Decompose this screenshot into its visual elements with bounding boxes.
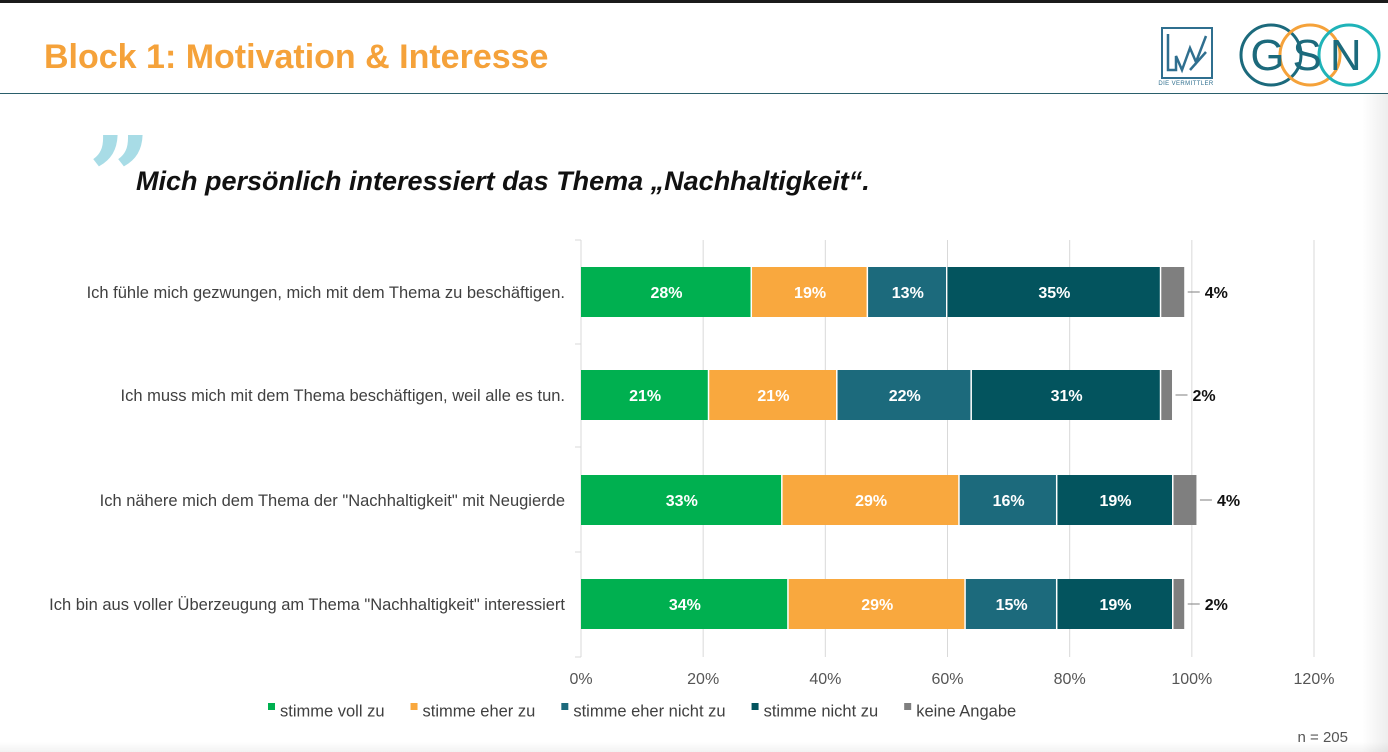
x-tick-label: 100% (1171, 671, 1212, 688)
data-label: 21% (757, 388, 789, 405)
bar-segment (581, 370, 708, 420)
legend-label: keine Angabe (916, 702, 1016, 720)
bar-segment (959, 475, 1056, 525)
data-label: 15% (996, 597, 1028, 614)
x-tick-label: 0% (569, 671, 592, 688)
bar-segment (837, 370, 971, 420)
bar-segment (752, 267, 867, 317)
data-label: 19% (794, 285, 826, 302)
gsn-logo-text: GSN (1250, 31, 1369, 80)
x-tick-label: 40% (809, 671, 841, 688)
previous-slide-icon[interactable] (0, 386, 14, 426)
sample-size-note: n = 205 (1297, 729, 1348, 746)
data-label: 2% (1205, 597, 1228, 614)
right-edge-shadow (1362, 94, 1388, 752)
data-label: 4% (1217, 493, 1240, 510)
data-label: 13% (892, 285, 924, 302)
legend-swatch (751, 703, 759, 710)
category-label: Ich muss mich mit dem Thema beschäftigen… (121, 387, 565, 405)
x-tick-label: 20% (687, 671, 719, 688)
legend-swatch (268, 703, 275, 710)
data-label: 21% (629, 388, 661, 405)
data-label: 2% (1193, 388, 1216, 405)
bar-segment (947, 267, 1160, 317)
category-label: Ich nähere mich dem Thema der "Nachhalti… (100, 492, 565, 510)
data-label: 22% (889, 388, 921, 405)
data-label: 31% (1051, 388, 1083, 405)
legend-label: stimme nicht zu (764, 702, 879, 720)
data-label: 35% (1038, 285, 1070, 302)
legend-swatch (904, 703, 912, 710)
data-label: 29% (855, 493, 887, 510)
legend-swatch (410, 703, 418, 710)
legend-label: stimme eher zu (423, 702, 536, 720)
legend-label: stimme voll zu (280, 702, 385, 720)
legend-swatch (561, 703, 569, 710)
bar-segment (1057, 579, 1173, 629)
data-label: 28% (651, 285, 683, 302)
data-label: 29% (861, 597, 893, 614)
bar-segment (709, 370, 837, 420)
bar-segment (782, 475, 959, 525)
x-tick-label: 80% (1054, 671, 1086, 688)
gsn-logo: GSN (1239, 23, 1381, 87)
x-tick-label: 120% (1294, 671, 1335, 688)
data-label: 19% (1099, 597, 1131, 614)
bvk-logo-caption: DIE VERMITTLER (1158, 81, 1214, 87)
bar-segment (1173, 579, 1185, 629)
bar-segment (1161, 267, 1185, 317)
bar-segment (1161, 370, 1173, 420)
category-label: Ich bin aus voller Überzeugung am Thema … (49, 596, 565, 614)
data-label: 4% (1205, 285, 1228, 302)
quote-mark-icon: ” (88, 112, 152, 241)
data-label: 16% (993, 493, 1025, 510)
bar-segment (971, 370, 1160, 420)
question-text: Mich persönlich interessiert das Thema „… (136, 166, 870, 196)
bvk-logo (1161, 27, 1213, 79)
bar-segment (581, 267, 751, 317)
data-label: 19% (1099, 493, 1131, 510)
page-title: Block 1: Motivation & Interesse (44, 38, 549, 76)
data-label: 33% (666, 493, 698, 510)
top-border (0, 0, 1388, 3)
bar-segment (965, 579, 1056, 629)
bar-segment (868, 267, 946, 317)
data-label: 34% (669, 597, 701, 614)
header-divider (0, 93, 1388, 94)
bar-segment (581, 579, 788, 629)
bar-segment (1173, 475, 1197, 525)
category-label: Ich fühle mich gezwungen, mich mit dem T… (87, 284, 565, 302)
bar-segment (788, 579, 965, 629)
bar-segment (1057, 475, 1173, 525)
legend-label: stimme eher nicht zu (573, 702, 725, 720)
bottom-edge-shadow (0, 742, 1388, 752)
x-tick-label: 60% (931, 671, 963, 688)
bar-segment (581, 475, 782, 525)
